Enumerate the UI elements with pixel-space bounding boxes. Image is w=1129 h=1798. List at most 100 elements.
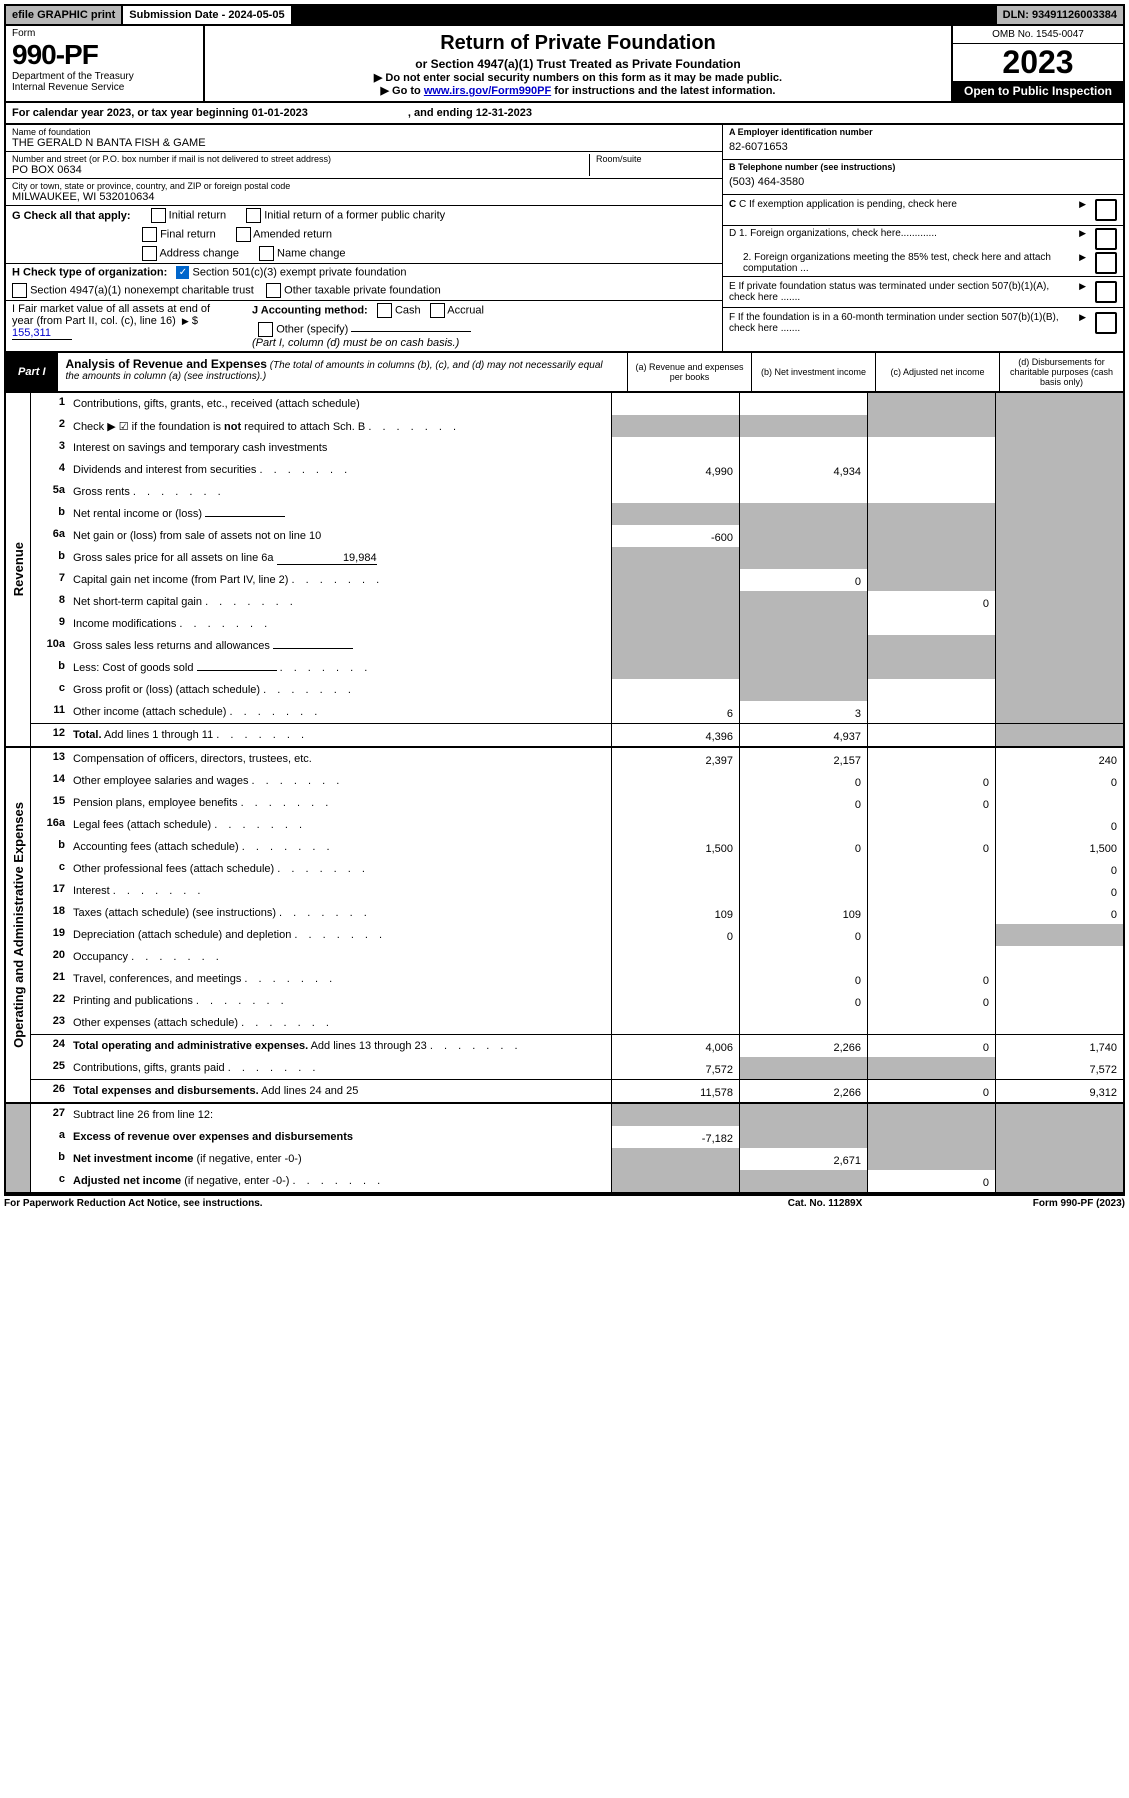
form-container: efile GRAPHIC print Submission Date - 20… [4,4,1125,1209]
amount-cell [995,525,1123,547]
60month-checkbox[interactable] [1095,312,1117,334]
amount-cell [611,880,739,902]
amount-cell [611,591,739,613]
amount-cell [611,415,739,437]
address-change-checkbox[interactable] [142,246,157,261]
expenses-side-label: Operating and Administrative Expenses [6,748,31,1102]
table-row: 1Contributions, gifts, grants, etc., rec… [31,393,1123,415]
row-description: Gross rents . . . . . . . [69,483,611,501]
name-change-checkbox[interactable] [259,246,274,261]
amount-cell: 1,740 [995,1035,1123,1057]
table-row: 26Total expenses and disbursements. Add … [31,1079,1123,1102]
final-return-checkbox[interactable] [142,227,157,242]
table-row: 12Total. Add lines 1 through 11 . . . . … [31,723,1123,746]
row-description: Less: Cost of goods sold . . . . . . . [69,659,611,677]
row-number: 6a [31,525,69,543]
row-number: 7 [31,569,69,587]
amount-cell [739,1104,867,1126]
table-row: 7Capital gain net income (from Part IV, … [31,569,1123,591]
amount-cell: 240 [995,748,1123,770]
row-number: 27 [31,1104,69,1122]
row-number: 5a [31,481,69,499]
exemption-pending-checkbox[interactable] [1095,199,1117,221]
header-left: Form 990-PF Department of the Treasury I… [6,26,205,101]
accrual-checkbox[interactable] [430,303,445,318]
amount-cell [995,1170,1123,1192]
city-cell: City or town, state or province, country… [6,179,722,206]
table-row: 20Occupancy . . . . . . . [31,946,1123,968]
table-row: 19Depreciation (attach schedule) and dep… [31,924,1123,946]
row-description: Total expenses and disbursements. Add li… [69,1082,611,1100]
cash-checkbox[interactable] [377,303,392,318]
amount-cell [739,525,867,547]
row-description: Subtract line 26 from line 12: [69,1106,611,1124]
amount-cell [995,679,1123,701]
amount-cell [867,858,995,880]
terminated-checkbox[interactable] [1095,281,1117,303]
row-number: b [31,836,69,854]
table-row: cGross profit or (loss) (attach schedule… [31,679,1123,701]
amount-cell: 2,266 [739,1035,867,1057]
amount-cell [611,1148,739,1170]
row-number: b [31,547,69,565]
row-number: 22 [31,990,69,1008]
row-number: b [31,657,69,675]
amount-cell [739,858,867,880]
amount-cell: 0 [739,968,867,990]
table-row: 10aGross sales less returns and allowanc… [31,635,1123,657]
efile-label: efile GRAPHIC print [6,6,123,24]
row-number: c [31,858,69,876]
amount-cell: -600 [611,525,739,547]
amount-cell: 0 [867,968,995,990]
top-bar: efile GRAPHIC print Submission Date - 20… [4,4,1125,24]
amount-cell: 0 [995,880,1123,902]
amount-cell: 0 [867,836,995,858]
row-number: c [31,679,69,697]
amount-cell [867,814,995,836]
amount-cell [739,503,867,525]
other-method-checkbox[interactable] [258,322,273,337]
other-taxable-checkbox[interactable] [266,283,281,298]
amount-cell [611,393,739,415]
table-row: 8Net short-term capital gain . . . . . .… [31,591,1123,613]
initial-former-checkbox[interactable] [246,208,261,223]
table-row: 13Compensation of officers, directors, t… [31,748,1123,770]
row-description: Pension plans, employee benefits . . . .… [69,794,611,812]
amended-return-checkbox[interactable] [236,227,251,242]
submission-date: Submission Date - 2024-05-05 [123,6,292,24]
table-row: bAccounting fees (attach schedule) . . .… [31,836,1123,858]
amount-cell [867,459,995,481]
table-row: 22Printing and publications . . . . . . … [31,990,1123,1012]
part-i-header: Part I Analysis of Revenue and Expenses … [4,353,1125,393]
amount-cell [867,525,995,547]
bottom-table: 27Subtract line 26 from line 12:aExcess … [4,1104,1125,1194]
foreign-org-checkbox[interactable] [1095,228,1117,250]
table-row: 17Interest . . . . . . .0 [31,880,1123,902]
amount-cell [995,990,1123,1012]
table-row: cOther professional fees (attach schedul… [31,858,1123,880]
amount-cell [611,657,739,679]
amount-cell: 0 [867,1035,995,1057]
amount-cell [995,437,1123,459]
bottom-side [6,1104,31,1192]
amount-cell [867,1104,995,1126]
form-link[interactable]: www.irs.gov/Form990PF [424,85,551,97]
amount-cell: 11,578 [611,1080,739,1102]
table-row: bNet rental income or (loss) [31,503,1123,525]
row-number: 15 [31,792,69,810]
table-row: 11Other income (attach schedule) . . . .… [31,701,1123,723]
e-check: E If private foundation status was termi… [723,277,1123,308]
4947-checkbox[interactable] [12,283,27,298]
amount-cell: 109 [739,902,867,924]
foreign-85-checkbox[interactable] [1095,252,1117,274]
amount-cell [611,792,739,814]
501c3-checkbox[interactable]: ✓ [176,266,189,279]
amount-cell [739,613,867,635]
initial-return-checkbox[interactable] [151,208,166,223]
amount-cell [995,946,1123,968]
amount-cell [867,701,995,723]
form-label: Form [12,28,197,39]
amount-cell [867,657,995,679]
amount-cell [739,591,867,613]
header-center: Return of Private Foundation or Section … [205,26,951,101]
